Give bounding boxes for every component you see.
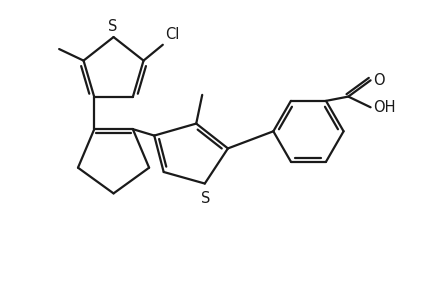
Text: Cl: Cl <box>165 27 180 42</box>
Text: O: O <box>373 73 385 88</box>
Text: OH: OH <box>373 100 395 115</box>
Text: S: S <box>108 19 118 34</box>
Text: S: S <box>201 191 210 206</box>
